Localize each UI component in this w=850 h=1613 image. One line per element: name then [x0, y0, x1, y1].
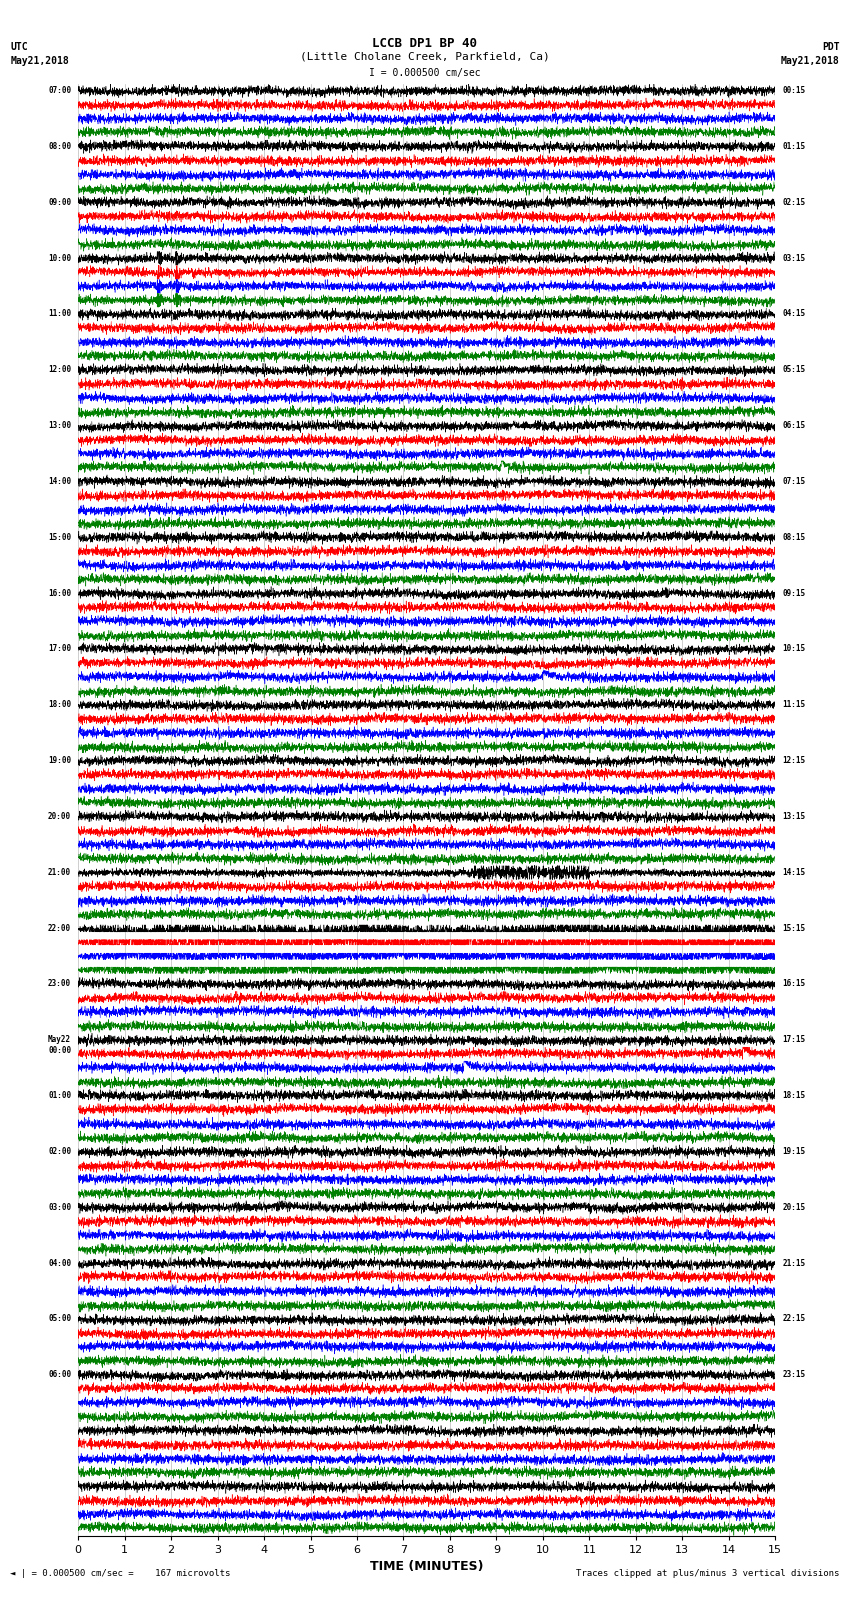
- Text: May21,2018: May21,2018: [10, 56, 69, 66]
- Text: 07:15: 07:15: [782, 477, 805, 486]
- Text: 06:00: 06:00: [48, 1371, 71, 1379]
- Text: 03:15: 03:15: [782, 253, 805, 263]
- Text: 22:15: 22:15: [782, 1315, 805, 1324]
- Text: 05:15: 05:15: [782, 365, 805, 374]
- Text: 04:15: 04:15: [782, 310, 805, 318]
- Text: 02:15: 02:15: [782, 198, 805, 206]
- Text: 20:15: 20:15: [782, 1203, 805, 1211]
- Text: 22:00: 22:00: [48, 924, 71, 932]
- Text: 14:00: 14:00: [48, 477, 71, 486]
- Text: 11:00: 11:00: [48, 310, 71, 318]
- Text: I = 0.000500 cm/sec: I = 0.000500 cm/sec: [369, 68, 481, 77]
- Text: 10:15: 10:15: [782, 645, 805, 653]
- Text: 18:15: 18:15: [782, 1090, 805, 1100]
- Text: 08:15: 08:15: [782, 532, 805, 542]
- Text: 17:00: 17:00: [48, 645, 71, 653]
- Text: 15:15: 15:15: [782, 924, 805, 932]
- Text: 08:00: 08:00: [48, 142, 71, 152]
- Text: 09:15: 09:15: [782, 589, 805, 598]
- Text: May21,2018: May21,2018: [781, 56, 840, 66]
- Text: 01:00: 01:00: [48, 1090, 71, 1100]
- Text: 12:00: 12:00: [48, 365, 71, 374]
- Text: 05:00: 05:00: [48, 1315, 71, 1324]
- Text: 18:00: 18:00: [48, 700, 71, 710]
- Text: 14:15: 14:15: [782, 868, 805, 877]
- X-axis label: TIME (MINUTES): TIME (MINUTES): [370, 1560, 484, 1573]
- Text: 21:15: 21:15: [782, 1258, 805, 1268]
- Text: May22
00:00: May22 00:00: [48, 1036, 71, 1055]
- Text: 21:00: 21:00: [48, 868, 71, 877]
- Text: Traces clipped at plus/minus 3 vertical divisions: Traces clipped at plus/minus 3 vertical …: [576, 1568, 840, 1578]
- Text: ◄ | = 0.000500 cm/sec =    167 microvolts: ◄ | = 0.000500 cm/sec = 167 microvolts: [10, 1568, 230, 1578]
- Text: 01:15: 01:15: [782, 142, 805, 152]
- Text: 19:00: 19:00: [48, 756, 71, 765]
- Text: (Little Cholane Creek, Parkfield, Ca): (Little Cholane Creek, Parkfield, Ca): [300, 52, 550, 61]
- Text: LCCB DP1 BP 40: LCCB DP1 BP 40: [372, 37, 478, 50]
- Text: 03:00: 03:00: [48, 1203, 71, 1211]
- Text: 04:00: 04:00: [48, 1258, 71, 1268]
- Text: 16:00: 16:00: [48, 589, 71, 598]
- Text: 00:15: 00:15: [782, 85, 805, 95]
- Text: 12:15: 12:15: [782, 756, 805, 765]
- Text: 02:00: 02:00: [48, 1147, 71, 1157]
- Text: 20:00: 20:00: [48, 811, 71, 821]
- Text: 13:15: 13:15: [782, 811, 805, 821]
- Text: 23:00: 23:00: [48, 979, 71, 989]
- Text: 16:15: 16:15: [782, 979, 805, 989]
- Text: UTC: UTC: [10, 42, 28, 52]
- Text: 17:15: 17:15: [782, 1036, 805, 1044]
- Text: 15:00: 15:00: [48, 532, 71, 542]
- Text: 23:15: 23:15: [782, 1371, 805, 1379]
- Text: 11:15: 11:15: [782, 700, 805, 710]
- Text: PDT: PDT: [822, 42, 840, 52]
- Text: 19:15: 19:15: [782, 1147, 805, 1157]
- Text: 13:00: 13:00: [48, 421, 71, 431]
- Text: 10:00: 10:00: [48, 253, 71, 263]
- Text: 06:15: 06:15: [782, 421, 805, 431]
- Text: 09:00: 09:00: [48, 198, 71, 206]
- Text: 07:00: 07:00: [48, 85, 71, 95]
